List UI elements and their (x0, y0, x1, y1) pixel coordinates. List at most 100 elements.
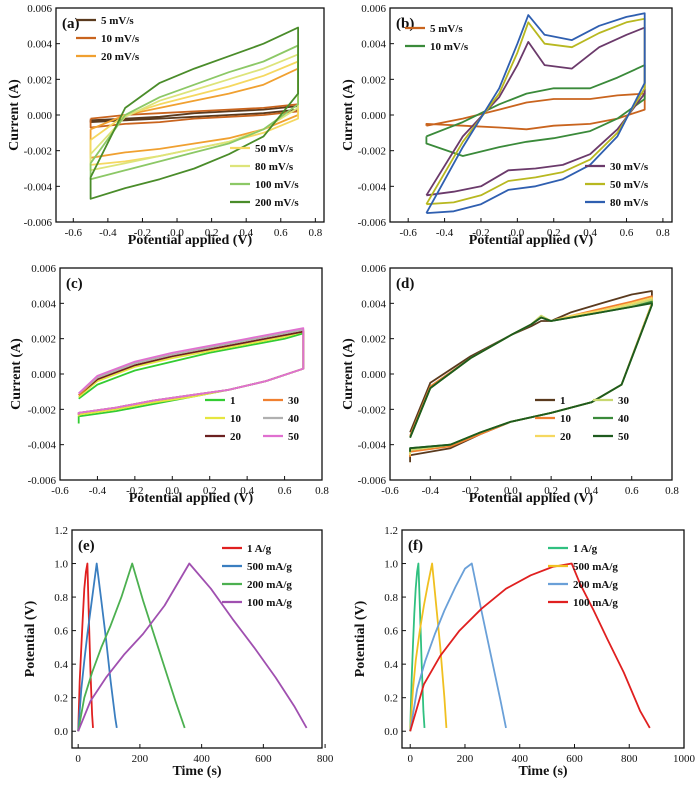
x-tick-label: 0.4 (583, 227, 597, 239)
y-tick-label: -0.002 (358, 404, 386, 416)
y-tick-label: 0.002 (361, 334, 386, 346)
x-tick-label: 0 (407, 753, 413, 765)
x-tick-label: -0.4 (99, 227, 117, 239)
legend-label: 5 mV/s (101, 15, 134, 27)
panel-label: (d) (396, 276, 414, 292)
x-tick-label: -0.4 (422, 485, 440, 497)
y-tick-label: 1.2 (54, 525, 68, 537)
x-tick-label: -0.2 (462, 485, 479, 497)
series-line-4 (89, 53, 299, 172)
series-line-4 (77, 328, 305, 415)
legend-label: 10 (560, 413, 572, 425)
y-tick-label: -0.006 (358, 475, 387, 487)
legend-label: 80 mV/s (255, 161, 294, 173)
x-tick-label: -0.4 (436, 227, 454, 239)
x-tick-label: 0.6 (274, 227, 288, 239)
y-axis-label: Current (A) (341, 79, 356, 151)
plot-frame (71, 529, 323, 749)
y-tick-label: 0.004 (31, 298, 56, 310)
y-tick-label: 0.002 (361, 74, 386, 86)
x-axis-label: Time (s) (518, 764, 567, 779)
y-tick-label: 0.4 (54, 659, 68, 671)
y-tick-label: 0.004 (361, 39, 386, 51)
legend-label: 200 mV/s (255, 197, 299, 209)
y-tick-label: 0.6 (54, 626, 68, 638)
legend-label: 40 (288, 413, 300, 425)
y-tick-label: 0.0 (384, 726, 398, 738)
x-axis-label: Potential applied (V) (469, 233, 594, 248)
x-tick-label: 0.6 (625, 485, 639, 497)
y-axis-label: Current (A) (9, 338, 24, 410)
series-line-1 (409, 562, 448, 732)
y-tick-label: 0.006 (361, 263, 386, 275)
legend-label: 10 mV/s (101, 33, 140, 45)
series-line-2 (409, 562, 507, 732)
x-tick-label: 600 (255, 753, 272, 765)
x-tick-label: 0.0 (165, 485, 179, 497)
legend-label: 20 (560, 431, 572, 443)
x-tick-label: 0 (75, 753, 81, 765)
x-tick-label: -0.2 (126, 485, 143, 497)
series-line-5 (409, 302, 653, 452)
y-tick-label: 0.000 (31, 369, 56, 381)
x-tick-label: -0.2 (472, 227, 489, 239)
y-tick-label: 0.2 (384, 693, 398, 705)
y-tick-label: -0.002 (24, 146, 52, 158)
x-tick-label: 800 (621, 753, 638, 765)
y-axis-label: Potential (V) (353, 600, 368, 677)
x-tick-label: 0.2 (205, 227, 219, 239)
series-line-1 (77, 562, 118, 732)
x-tick-label: -0.4 (89, 485, 107, 497)
panel-c: -0.6 -0.4 -0.2 0.0 0.2 0.4 0.6 0.8 -0.006 -0.004 -… (9, 263, 329, 506)
x-tick-label: 200 (457, 753, 474, 765)
series-line-2 (77, 330, 305, 415)
series-line-4 (425, 12, 646, 214)
plot-frame (401, 529, 685, 749)
legend-label: 10 mV/s (430, 41, 469, 53)
x-tick-label: 0.8 (315, 485, 329, 497)
legend-label: 100 mA/g (247, 597, 292, 609)
x-axis-label: Potential applied (V) (469, 491, 594, 506)
x-tick-label: 0.0 (504, 485, 518, 497)
legend-label: 500 mA/g (573, 561, 618, 573)
y-tick-label: -0.006 (24, 217, 53, 229)
y-axis-label: Current (A) (7, 79, 22, 151)
y-tick-label: -0.004 (358, 440, 387, 452)
legend-label: 50 mV/s (255, 143, 294, 155)
y-tick-label: -0.004 (28, 440, 57, 452)
series-line-2 (77, 562, 186, 732)
plot-frame (59, 267, 323, 481)
x-tick-label: 0.4 (240, 485, 254, 497)
x-tick-label: 600 (566, 753, 583, 765)
x-tick-label: -0.6 (65, 227, 83, 239)
legend-label: 100 mV/s (255, 179, 299, 191)
panel-label: (a) (62, 16, 80, 32)
y-tick-label: 0.8 (54, 592, 68, 604)
y-tick-label: -0.002 (358, 146, 386, 158)
x-tick-label: 0.6 (278, 485, 292, 497)
y-tick-label: -0.002 (28, 404, 56, 416)
y-tick-label: 1.0 (54, 559, 68, 571)
x-tick-label: 0.8 (656, 227, 670, 239)
panel-label: (f) (408, 538, 423, 554)
y-tick-label: 0.8 (384, 592, 398, 604)
y-tick-label: 0.002 (31, 334, 56, 346)
legend-label: 40 (618, 413, 630, 425)
legend-label: 10 (230, 413, 242, 425)
x-tick-label: -0.6 (381, 485, 399, 497)
x-axis-label: Time (s) (172, 764, 221, 779)
legend-label: 50 (618, 431, 630, 443)
y-tick-label: 0.006 (31, 263, 56, 275)
legend-label: 20 (230, 431, 242, 443)
legend-label: 30 (618, 395, 630, 407)
legend-label: 50 (288, 431, 300, 443)
x-tick-label: -0.6 (51, 485, 69, 497)
x-tick-label: 0.2 (203, 485, 217, 497)
legend-label: 500 mA/g (247, 561, 292, 573)
series-line-1 (425, 64, 646, 157)
series-line-5 (77, 327, 305, 415)
y-tick-label: -0.006 (358, 217, 387, 229)
y-tick-label: 0.006 (361, 3, 386, 15)
panel-d: -0.6 -0.4 -0.2 0.0 0.2 0.4 0.6 0.8 -0.006 -0.004 -… (341, 263, 679, 506)
